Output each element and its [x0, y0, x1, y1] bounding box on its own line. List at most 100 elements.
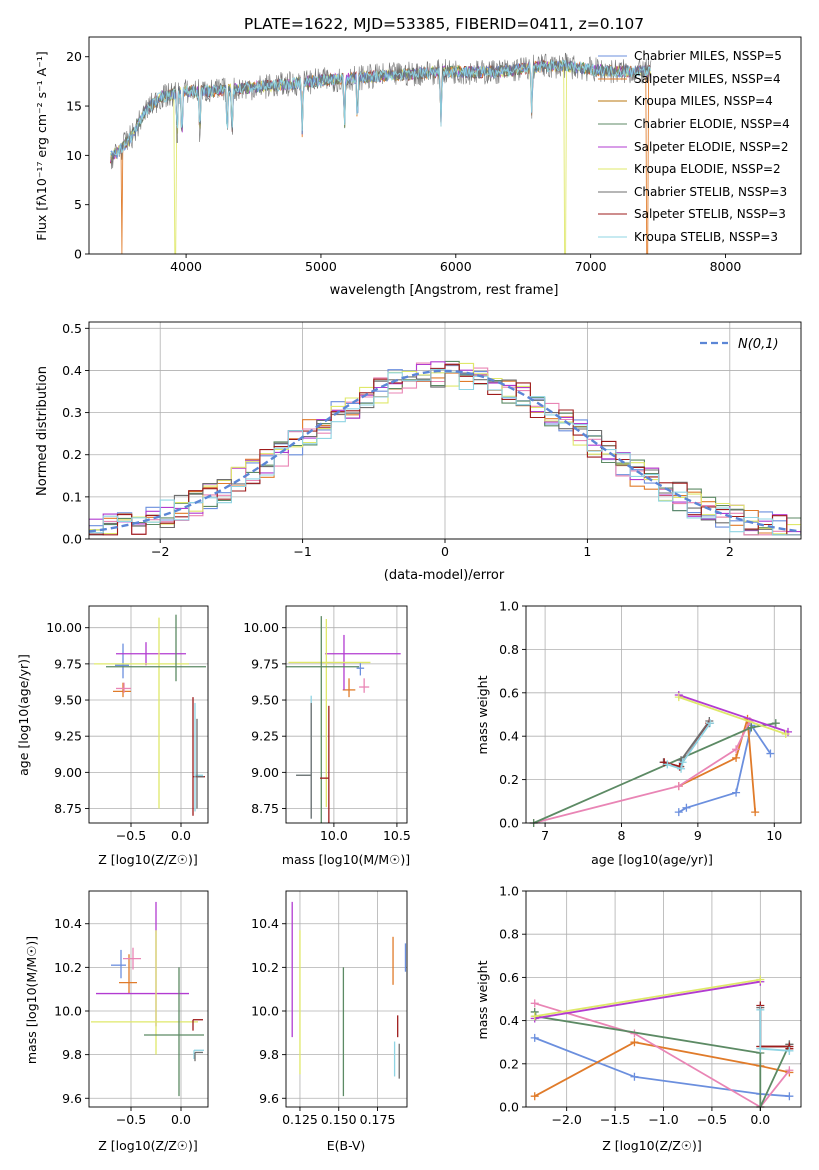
weight-marker-cyan [677, 764, 686, 773]
spectrum-plot: 4000 5000 6000 7000 8000 0 5 10 15 20 [66, 36, 802, 274]
y-tick-label: 0.2 [499, 772, 519, 787]
weight-marker-yellow [530, 1012, 539, 1021]
y-tick-label: 10.0 [54, 1004, 82, 1019]
spectrum-legend: Chabrier MILES, NSSP=5 Salpeter MILES, N… [598, 49, 790, 244]
x-tick-label: 0.175 [360, 1112, 396, 1127]
y-tick-label: 0.4 [499, 729, 519, 744]
y-tick-label: 10.00 [46, 620, 82, 635]
weight-marker-green [771, 719, 780, 728]
y-tick-label: 0.2 [62, 447, 82, 462]
weight-line-gray [759, 1007, 791, 1048]
weight-marker-orange [530, 1092, 539, 1101]
y-tick-label: 10.2 [251, 960, 279, 975]
x-tick-label: 10.0 [320, 828, 348, 843]
y-tick-label: 0.4 [62, 363, 82, 378]
normal-curve [88, 369, 802, 533]
weight-marker-blue [630, 1072, 639, 1081]
weight-marker-pink [530, 999, 539, 1008]
weight-marker-blue [530, 1033, 539, 1042]
spectrum-series-cyan [110, 59, 651, 156]
mass-vs-ebv-plot: 0.125 0.150 0.175 9.6 9.8 10.0 10.2 10.4 [251, 890, 408, 1127]
mass-z-y-axis-label: mass [log10(M/M☉)] [24, 936, 39, 1064]
y-tick-label: 9.6 [259, 1091, 279, 1106]
weight-marker-cyan [663, 760, 672, 769]
y-tick-label: 0.6 [499, 970, 519, 985]
y-tick-label: 0.8 [499, 927, 519, 942]
residual-histogram-plot: −2 −1 0 1 2 0.0 0.1 0.2 0.3 0.4 0.5 [62, 321, 802, 559]
x-tick-label: 10 [766, 828, 782, 843]
y-tick-label: 15 [66, 99, 82, 114]
y-tick-label: 10.4 [251, 916, 279, 931]
y-tick-label: 9.00 [251, 765, 279, 780]
y-tick-label: 1.0 [499, 599, 519, 614]
y-tick-label: 9.25 [54, 729, 82, 744]
weight-marker-yellow [781, 730, 790, 739]
weight-marker-cyan [706, 719, 715, 728]
y-tick-label: 0 [74, 247, 82, 262]
x-tick-label: 0 [441, 544, 449, 559]
y-tick-label: 10.4 [54, 916, 82, 931]
y-tick-label: 0.0 [499, 1100, 519, 1115]
x-tick-label: 7000 [575, 259, 607, 274]
age-z-y-axis-label: age [log10(age/yr)] [16, 654, 31, 776]
weight-marker-cyan [756, 1005, 765, 1014]
axes-frame [88, 890, 209, 1108]
y-tick-label: 9.50 [251, 693, 279, 708]
weight-marker-blue [682, 803, 691, 812]
residual-y-axis-label: Normed distribution [35, 366, 50, 496]
weight-marker-orange [732, 753, 741, 762]
legend-label-0: Chabrier MILES, NSSP=5 [634, 49, 782, 63]
y-tick-label: 0.2 [499, 1056, 519, 1071]
y-tick-label: 0.0 [499, 816, 519, 831]
weight-z-x-axis-label: Z [log10(Z/Z☉)] [602, 1138, 702, 1153]
mass-vs-metallicity-plot: −0.5 0.0 9.6 9.8 10.0 10.2 10.4 [54, 890, 209, 1127]
x-tick-label: −0.5 [697, 1112, 727, 1127]
weight-marker-yellow [674, 693, 683, 702]
weight-z-y-axis-label: mass weight [475, 960, 490, 1039]
y-tick-label: 10.2 [54, 960, 82, 975]
weight-line-yellow [534, 978, 761, 1018]
spectrum-title: PLATE=1622, MJD=53385, FIBERID=0411, z=0… [244, 15, 644, 33]
spectrum-y-axis-label: Flux [fλ10⁻¹⁷ erg cm⁻² s⁻¹ A⁻¹] [34, 51, 49, 240]
weight-marker-blue [785, 1092, 794, 1101]
y-tick-label: 0.1 [62, 489, 82, 504]
spectrum-x-axis-label: wavelength [Angstrom, rest frame] [330, 283, 559, 298]
legend-label-3: Chabrier ELODIE, NSSP=4 [634, 117, 790, 131]
y-tick-label: 9.25 [251, 729, 279, 744]
axes-frame [88, 605, 209, 824]
y-tick-label: 0.8 [499, 642, 519, 657]
x-tick-label: −1.0 [648, 1112, 678, 1127]
x-tick-label: 0.125 [282, 1112, 318, 1127]
legend-label-4: Salpeter ELODIE, NSSP=2 [634, 140, 789, 154]
age-mass-x-axis-label: mass [log10(M/M☉)] [282, 852, 410, 867]
residual-legend: N(0,1) [700, 337, 779, 352]
y-tick-label: 8.75 [251, 801, 279, 816]
weight-marker-blue [674, 808, 683, 817]
legend-label-2: Kroupa MILES, NSSP=4 [634, 94, 773, 108]
weight-line-blue [534, 1037, 790, 1098]
x-tick-label: 5000 [305, 259, 337, 274]
residual-x-axis-label: (data-model)/error [384, 568, 505, 583]
legend-label-8: Kroupa STELIB, NSSP=3 [634, 230, 778, 244]
x-tick-label: −0.5 [116, 1112, 146, 1127]
y-tick-label: 10 [66, 148, 82, 163]
weight-marker-orange [751, 808, 760, 817]
axes-frame [525, 605, 802, 824]
weight-marker-blue [732, 788, 741, 797]
age-vs-mass-plot: 10.0 10.5 8.75 9.00 9.25 9.50 9.75 10.00 [243, 605, 411, 843]
weight-marker-cyan [756, 1044, 765, 1053]
spectrum-series-gray [110, 52, 652, 170]
y-tick-label: 9.75 [251, 656, 279, 671]
weight-line-yellow [678, 696, 786, 735]
histogram-series-cyan [89, 368, 801, 536]
y-tick-label: 9.50 [54, 693, 82, 708]
weight-marker-yellow [756, 975, 765, 984]
x-tick-label: −1.5 [600, 1112, 630, 1127]
x-tick-label: 10.5 [383, 828, 411, 843]
legend-label-7: Salpeter STELIB, NSSP=3 [634, 207, 786, 221]
weight-line-purple [534, 980, 761, 1020]
y-tick-label: 9.00 [54, 765, 82, 780]
x-tick-label: 8 [618, 828, 626, 843]
x-tick-label: 0.150 [321, 1112, 357, 1127]
weight-age-y-axis-label: mass weight [475, 675, 490, 754]
